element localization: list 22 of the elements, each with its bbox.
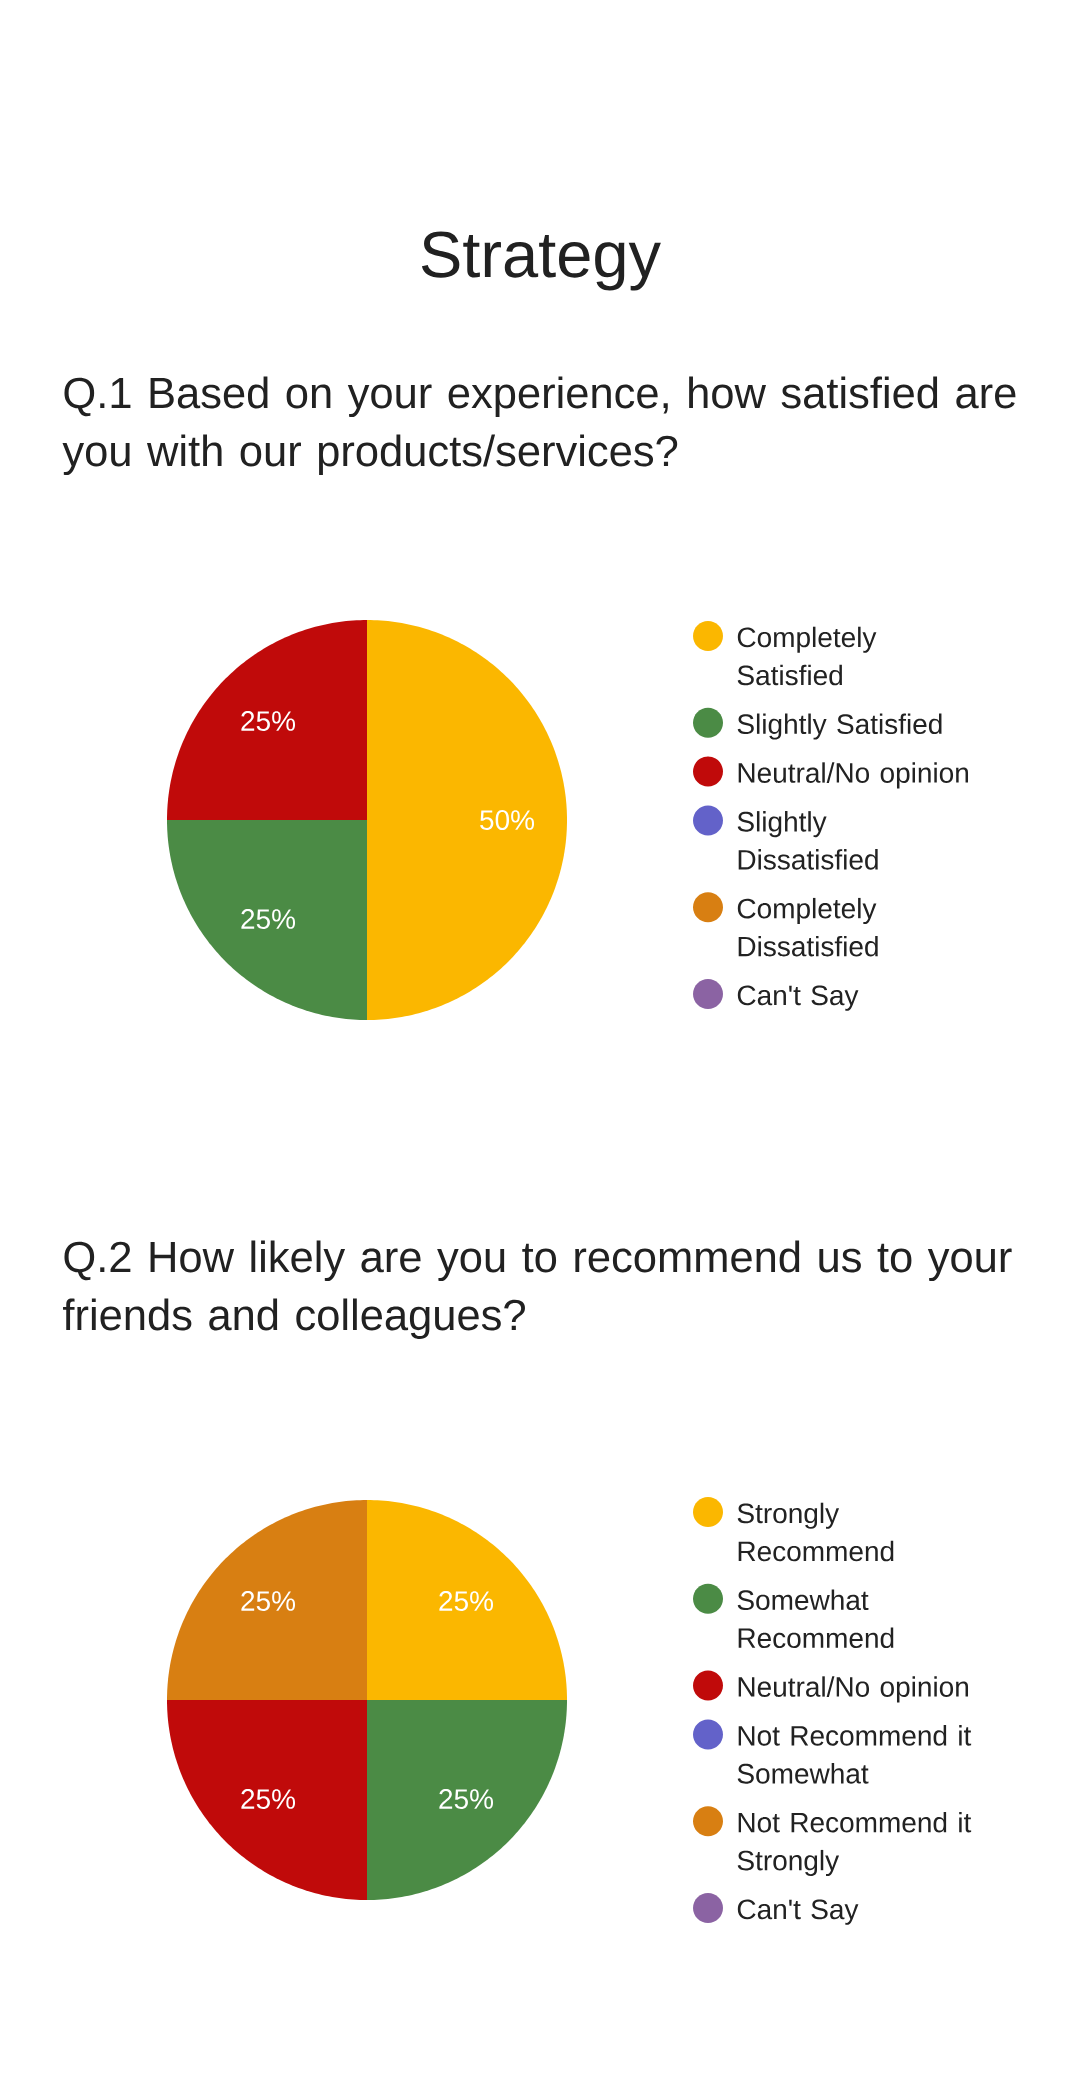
data-label: 25% [241,1591,296,1611]
data-label: 50% [480,810,535,830]
chart-title: Strategy [421,231,661,291]
data-label: 25% [241,909,296,929]
legend-label: Somewhat Recommend [737,1589,894,1649]
legend-label: Slightly Satisfied [737,713,942,740]
data-label: 25% [241,711,296,731]
data-label: 25% [439,1591,494,1611]
legend-label: Slightly Dissatisfied [737,811,878,870]
chart-title: Q.2 How likely are you to recommend us to your friends and colleagues? [63,1240,1012,1340]
data-label: 25% [439,1789,494,1809]
legend-label: Can't Say [737,1899,859,1925]
legend-label: Not Recommend it Strongly [737,1811,972,1877]
legend-label: Not Recommend it Somewhat [737,1725,972,1784]
data-label: 25% [241,1789,296,1809]
legend-label: Neutral/No opinion [738,762,969,789]
legend-label: Strongly Recommend [737,1502,894,1562]
legend-label: Neutral/No opinion [738,1676,969,1703]
legend-label: Completely Dissatisfied [737,897,878,957]
chart-subtitle: Q.1 Based on your experience, how satisfied are you with our products/services? [62,376,1016,476]
legend-label: Can't Say [737,985,859,1011]
legend-label: Completely Satisfied [737,626,877,686]
